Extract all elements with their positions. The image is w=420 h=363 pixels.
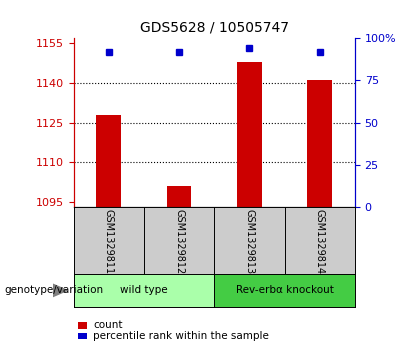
Bar [96,115,121,207]
Text: percentile rank within the sample: percentile rank within the sample [93,331,269,341]
Bar [307,80,332,207]
Text: wild type: wild type [120,285,168,295]
Text: genotype/variation: genotype/variation [4,285,103,295]
Text: GSM1329812: GSM1329812 [174,209,184,274]
Bar [167,186,192,207]
Title: GDS5628 / 10505747: GDS5628 / 10505747 [140,20,289,34]
Text: GSM1329813: GSM1329813 [244,209,255,274]
Bar [237,62,262,207]
Text: GSM1329814: GSM1329814 [315,209,325,274]
Text: Rev-erbα knockout: Rev-erbα knockout [236,285,333,295]
Text: count: count [93,320,123,330]
Text: GSM1329811: GSM1329811 [104,209,114,274]
Polygon shape [52,284,67,297]
